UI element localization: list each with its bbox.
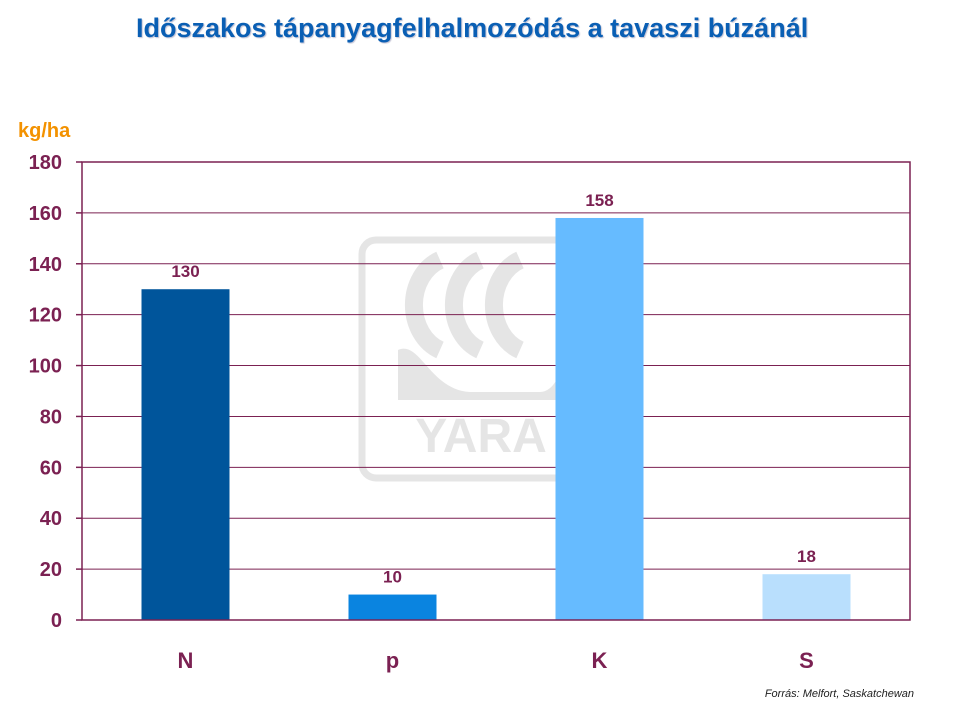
data-label-p: 10 bbox=[383, 568, 402, 587]
y-axis-unit-label: kg/ha bbox=[18, 120, 71, 142]
y-tick-label: 0 bbox=[51, 610, 62, 632]
bar-K bbox=[555, 217, 644, 620]
data-labels: 130 10 158 18 bbox=[171, 191, 816, 587]
bar-N bbox=[141, 289, 230, 620]
y-tick-label: 180 bbox=[29, 152, 62, 174]
plot-border bbox=[81, 161, 911, 621]
category-label-K: K bbox=[592, 648, 608, 673]
bar-p bbox=[348, 594, 437, 620]
plot-frame bbox=[81, 161, 911, 621]
data-label-K: 158 bbox=[585, 191, 613, 210]
source-note: Forrás: Melfort, Saskatchewan bbox=[764, 688, 914, 700]
y-tick-label: 160 bbox=[29, 203, 62, 225]
data-label-S: 18 bbox=[797, 547, 816, 566]
data-label-N: 130 bbox=[171, 262, 199, 281]
y-tick-label: 100 bbox=[29, 356, 62, 378]
bar-S bbox=[762, 574, 851, 620]
watermark-text: YARA bbox=[415, 410, 547, 463]
y-tick-label: 140 bbox=[29, 254, 62, 276]
bar-series bbox=[141, 217, 851, 620]
category-label-p: p bbox=[386, 648, 399, 673]
category-label-S: S bbox=[799, 648, 814, 673]
category-label-N: N bbox=[178, 648, 194, 673]
y-tick-label: 120 bbox=[29, 305, 62, 327]
y-tick-label: 80 bbox=[40, 406, 62, 428]
y-tick-label: 20 bbox=[40, 559, 62, 581]
y-tick-label: 60 bbox=[40, 457, 62, 479]
chart-title: Időszakos tápanyagfelhalmozódás a tavasz… bbox=[136, 13, 809, 43]
y-axis-ticks: 0 20 40 60 80 100 120 140 160 180 bbox=[29, 152, 82, 632]
y-tick-label: 40 bbox=[40, 508, 62, 530]
